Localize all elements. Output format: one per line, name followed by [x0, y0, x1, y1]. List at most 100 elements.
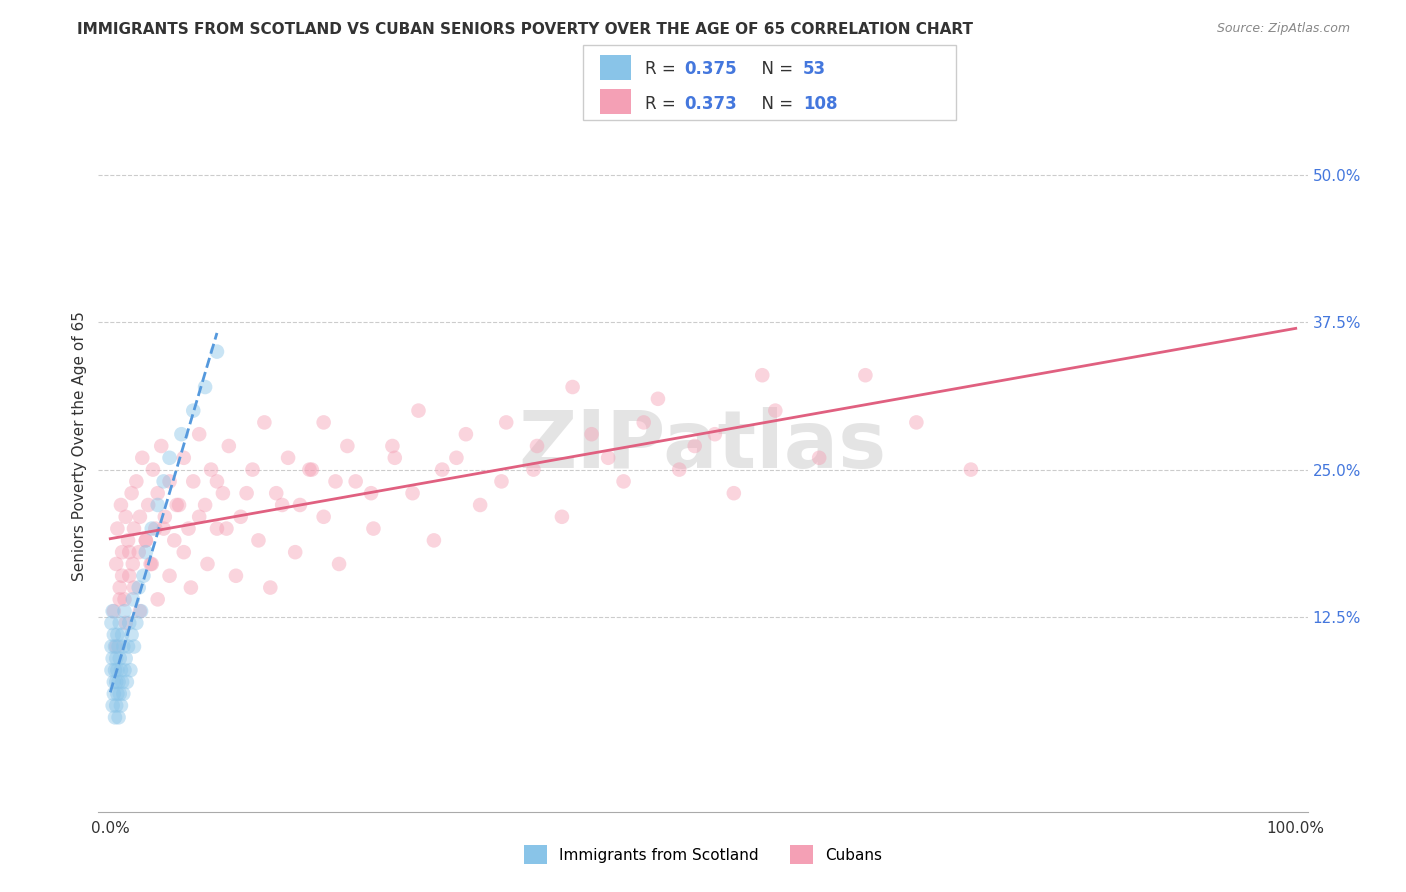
Point — [188, 427, 211, 442]
Point — [173, 450, 195, 465]
Point — [363, 522, 385, 536]
Point — [446, 450, 468, 465]
Point — [125, 475, 148, 489]
Point — [100, 640, 122, 654]
Point — [152, 522, 174, 536]
Point — [344, 475, 367, 489]
Point — [598, 450, 620, 465]
Point — [526, 439, 548, 453]
Point — [107, 710, 129, 724]
Point — [117, 640, 139, 654]
Point — [108, 687, 131, 701]
Point — [105, 663, 128, 677]
Point — [522, 462, 544, 476]
Point — [135, 545, 157, 559]
Text: 0.375: 0.375 — [685, 60, 737, 78]
Point — [159, 475, 181, 489]
Point — [235, 486, 257, 500]
Point — [101, 604, 124, 618]
Point — [118, 568, 141, 582]
Point — [454, 427, 477, 442]
Point — [129, 604, 152, 618]
Text: N =: N = — [751, 95, 799, 112]
Point — [336, 439, 359, 453]
Point — [205, 522, 228, 536]
Point — [468, 498, 491, 512]
Point — [111, 545, 134, 559]
Point — [495, 416, 517, 430]
Point — [328, 557, 350, 571]
Point — [159, 568, 181, 582]
Point — [146, 592, 169, 607]
Point — [253, 416, 276, 430]
Point — [111, 628, 134, 642]
Point — [218, 439, 240, 453]
Point — [110, 698, 132, 713]
Point — [177, 522, 200, 536]
Point — [135, 533, 157, 548]
Point — [668, 462, 690, 476]
Point — [259, 581, 281, 595]
Point — [360, 486, 382, 500]
Point — [108, 615, 131, 630]
Point — [108, 651, 131, 665]
Point — [205, 344, 228, 359]
Point — [188, 509, 211, 524]
Point — [105, 628, 128, 642]
Point — [103, 687, 125, 701]
Point — [103, 604, 125, 618]
Point — [114, 604, 136, 618]
Point — [122, 640, 145, 654]
Point — [143, 522, 166, 536]
Point — [105, 651, 128, 665]
Point — [146, 498, 169, 512]
Point — [135, 533, 157, 548]
Point — [129, 509, 152, 524]
Point — [141, 522, 163, 536]
Point — [108, 592, 131, 607]
Point — [432, 462, 454, 476]
Point — [118, 545, 141, 559]
Point — [110, 663, 132, 677]
Point — [647, 392, 669, 406]
Point — [683, 439, 706, 453]
Legend: Immigrants from Scotland, Cubans: Immigrants from Scotland, Cubans — [519, 839, 887, 870]
Point — [384, 450, 406, 465]
Point — [301, 462, 323, 476]
Point — [108, 581, 131, 595]
Point — [167, 498, 190, 512]
Point — [325, 475, 347, 489]
Point — [105, 557, 128, 571]
Point — [633, 416, 655, 430]
Text: Source: ZipAtlas.com: Source: ZipAtlas.com — [1216, 22, 1350, 36]
Point — [114, 663, 136, 677]
Point — [117, 533, 139, 548]
Point — [103, 628, 125, 642]
Point — [288, 498, 311, 512]
Point — [284, 545, 307, 559]
Point — [101, 698, 124, 713]
Point — [561, 380, 583, 394]
Point — [181, 475, 204, 489]
Point — [115, 675, 138, 690]
Point — [107, 640, 129, 654]
Point — [105, 687, 128, 701]
Text: N =: N = — [751, 60, 799, 78]
Point — [112, 687, 135, 701]
Point — [128, 581, 150, 595]
Point — [215, 522, 238, 536]
Point — [181, 403, 204, 417]
Point — [128, 545, 150, 559]
Point — [114, 651, 136, 665]
Point — [242, 462, 264, 476]
Point — [122, 581, 145, 595]
Point — [613, 475, 636, 489]
Point — [100, 615, 122, 630]
Point — [163, 533, 186, 548]
Y-axis label: Seniors Poverty Over the Age of 65: Seniors Poverty Over the Age of 65 — [72, 311, 87, 581]
Point — [170, 427, 193, 442]
Point — [551, 509, 574, 524]
Point — [298, 462, 321, 476]
Point — [808, 450, 831, 465]
Point — [905, 416, 928, 430]
